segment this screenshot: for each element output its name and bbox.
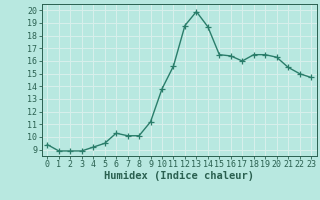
X-axis label: Humidex (Indice chaleur): Humidex (Indice chaleur) (104, 171, 254, 181)
